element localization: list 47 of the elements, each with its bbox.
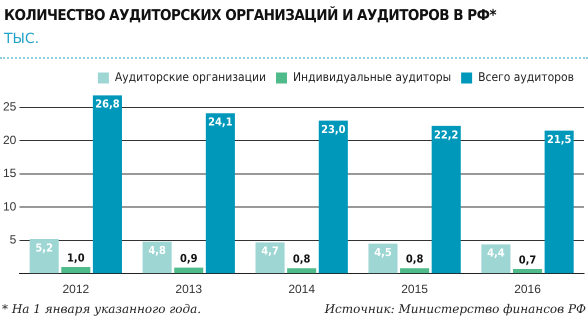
bar <box>368 244 398 274</box>
data-label: 0,9 <box>180 252 198 265</box>
data-label: 22,2 <box>434 128 459 142</box>
text: * На 1 января указанного года. <box>2 302 202 316</box>
data-label: 0,7 <box>518 253 536 266</box>
legend-label: Аудиторские организации <box>114 70 266 84</box>
bar <box>544 130 574 274</box>
bar <box>30 239 59 274</box>
x-tick-label: 2013 <box>175 282 202 296</box>
legend-label: Всего аудиторов <box>478 70 574 84</box>
bar <box>174 268 204 274</box>
chart-subtitle: ТЫС. <box>4 31 40 47</box>
data-label: 4,4 <box>487 246 505 260</box>
bar <box>512 268 542 274</box>
data-label: 0,8 <box>406 252 424 266</box>
y-tick-label: 15 <box>2 166 17 180</box>
x-tick-label: 2016 <box>514 282 542 296</box>
data-label: 26,8 <box>95 98 120 111</box>
bar <box>206 113 235 274</box>
x-tick-label: 2014 <box>288 282 316 296</box>
data-label: 23,0 <box>321 122 346 136</box>
y-tick-label: 25 <box>2 100 17 114</box>
x-tick-label: 2015 <box>401 282 428 296</box>
chart-title: КОЛИЧЕСТВО АУДИТОРСКИХ ОРГАНИЗАЦИЙ И АУДИТОРОВ В РФ* <box>4 6 496 24</box>
bar <box>432 126 461 274</box>
text: Источник: Министерство финансов РФ <box>324 302 586 316</box>
bar <box>256 242 285 274</box>
data-label: 4,5 <box>374 246 392 260</box>
y-tick-label: 20 <box>2 132 17 147</box>
legend-label: Индивидуальные аудиторы <box>292 70 452 84</box>
y-tick-label: 10 <box>2 199 17 214</box>
data-label: 0,8 <box>292 252 311 266</box>
bar <box>318 120 348 274</box>
data-label: 1,0 <box>67 251 85 264</box>
data-label: 21,5 <box>546 132 572 146</box>
data-label: 4,7 <box>261 244 279 258</box>
data-label: 24,1 <box>208 116 233 129</box>
data-label: 4,8 <box>148 244 166 258</box>
bar <box>61 266 90 274</box>
bar <box>142 242 172 274</box>
bar <box>287 268 316 274</box>
x-tick-label: 2012 <box>62 282 90 296</box>
bar <box>92 95 122 274</box>
bar <box>481 244 510 274</box>
data-label: 5,2 <box>35 241 54 254</box>
y-tick-label: 5 <box>10 232 17 247</box>
bar <box>400 268 430 274</box>
